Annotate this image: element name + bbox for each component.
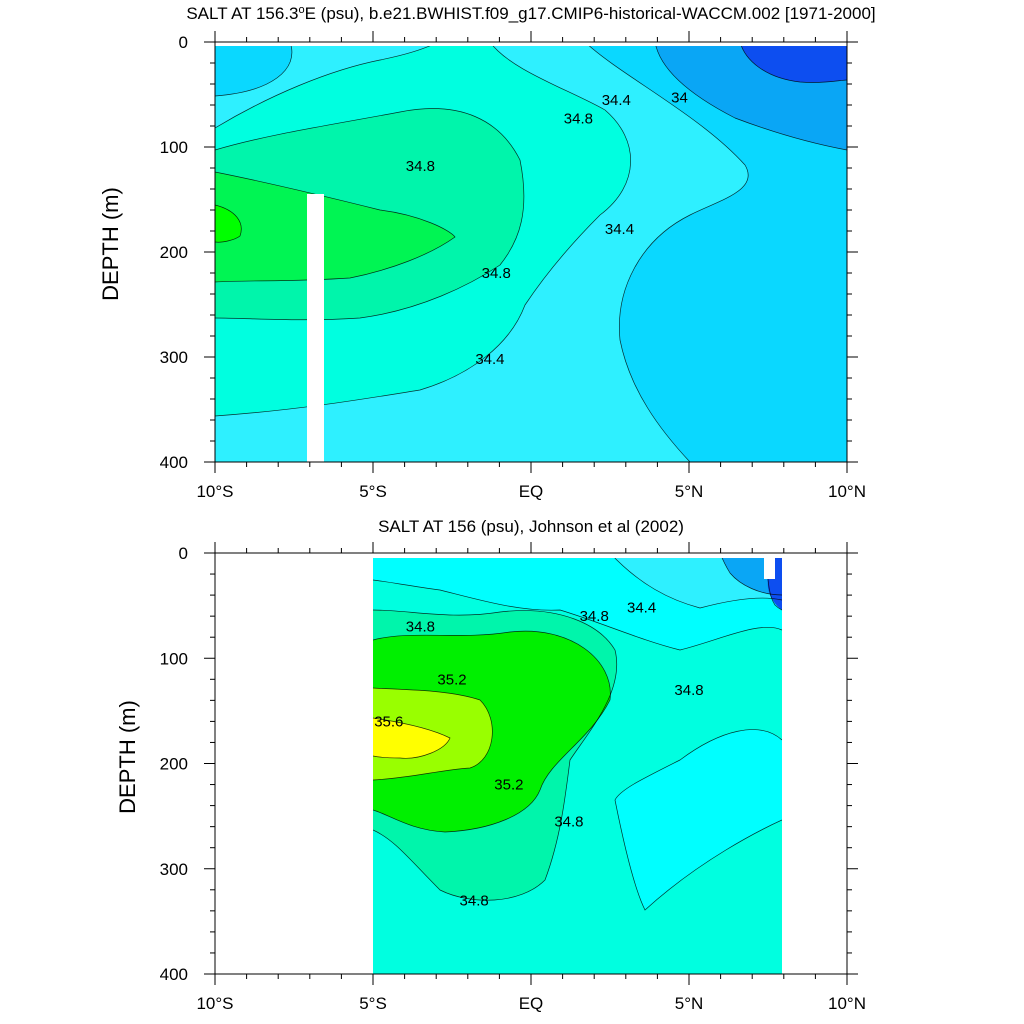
contour-label-model: 34.8 — [482, 265, 511, 282]
contour-label-observed: 34.8 — [674, 682, 703, 699]
x-tick-label-observed: EQ — [519, 994, 544, 1013]
title-observed: SALT AT 156 (psu), Johnson et al (2002) — [378, 517, 684, 536]
x-tick-label-observed: 10°S — [196, 994, 233, 1013]
y-tick-label-observed: 200 — [160, 755, 188, 774]
contour-labels-observed: 34.8 35.2 35.6 34.8 34.4 34.8 35.2 34.8 34.8 — [374, 600, 703, 910]
contour-label-model: 34.8 — [406, 158, 435, 175]
y-tick-label-observed: 100 — [160, 649, 188, 668]
x-tick-label-model: 5°S — [359, 482, 387, 501]
x-tick-label-observed: 5°N — [675, 994, 704, 1013]
panel-model: SALT AT 156.3oE (psu), b.e21.BWHIST.f09_… — [98, 4, 876, 501]
missing-data-notch — [764, 553, 775, 579]
contour-label-observed: 35.2 — [494, 777, 523, 794]
axes-model: 10°S 5°S EQ 5°N 10°N 0 100 200 300 400 — [160, 31, 866, 501]
y-tick-label-observed: 0 — [179, 544, 188, 563]
contour-label-observed: 34.8 — [580, 608, 609, 625]
x-tick-label-model: 10°N — [828, 482, 866, 501]
contour-fill-model — [215, 42, 847, 462]
contour-labels-model: 34.8 34.8 34.8 34.4 34.4 34.4 34 — [406, 90, 688, 368]
contour-label-model: 34.8 — [564, 111, 593, 128]
contour-label-model: 34.4 — [605, 221, 634, 238]
x-tick-label-observed: 5°S — [359, 994, 387, 1013]
x-tick-label-model: EQ — [519, 482, 544, 501]
x-tick-label-model: 10°S — [196, 482, 233, 501]
panel-observed: SALT AT 156 (psu), Johnson et al (2002) — [115, 517, 866, 1013]
contour-label-observed: 34.8 — [406, 619, 435, 636]
axes-observed: 10°S 5°S EQ 5°N 10°N 0 100 200 300 400 — [160, 542, 866, 1013]
y-tick-label-observed: 300 — [160, 860, 188, 879]
contour-label-observed: 35.6 — [374, 713, 403, 730]
x-tick-label-model: 5°N — [675, 482, 704, 501]
title-model: SALT AT 156.3oE (psu), b.e21.BWHIST.f09_… — [186, 4, 875, 23]
contour-label-observed: 34.4 — [627, 600, 656, 617]
contour-label-model: 34.4 — [602, 92, 631, 109]
y-axis-label-model: DEPTH (m) — [98, 187, 123, 301]
y-tick-label-model: 100 — [160, 138, 188, 157]
contour-label-observed: 35.2 — [437, 671, 466, 688]
y-tick-label-model: 400 — [160, 453, 188, 472]
y-tick-label-model: 300 — [160, 348, 188, 367]
x-tick-label-observed: 10°N — [828, 994, 866, 1013]
y-tick-label-model: 0 — [179, 33, 188, 52]
contour-label-model: 34 — [671, 90, 688, 107]
contour-label-observed: 34.8 — [460, 892, 489, 909]
contour-label-observed: 34.8 — [554, 813, 583, 830]
y-tick-label-model: 200 — [160, 243, 188, 262]
missing-data-column — [307, 194, 324, 462]
contour-fill-observed — [373, 553, 782, 974]
y-tick-label-observed: 400 — [160, 965, 188, 984]
y-axis-label-observed: DEPTH (m) — [115, 700, 140, 814]
contour-label-model: 34.4 — [475, 351, 504, 368]
